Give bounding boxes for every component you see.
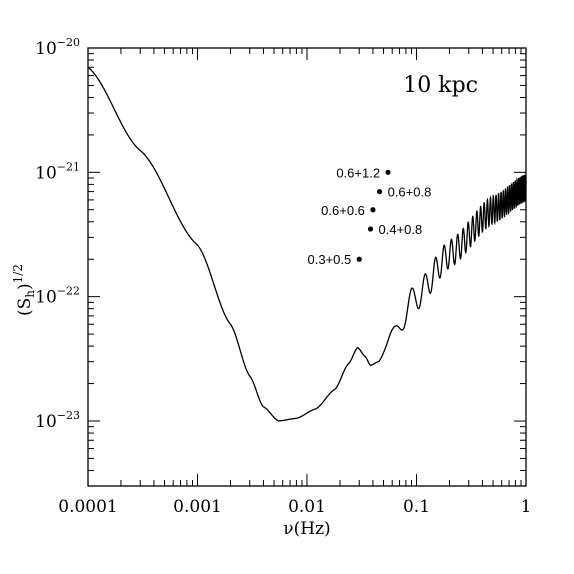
y-tick-label: 10−22 bbox=[35, 285, 80, 308]
data-point-label: 0.4+0.8 bbox=[378, 222, 422, 237]
y-axis-title: (Sh)1/2 bbox=[11, 264, 37, 316]
y-axis-title-base: (S bbox=[15, 298, 35, 316]
data-point bbox=[367, 226, 374, 232]
x-tick-label: 0.01 bbox=[288, 497, 326, 517]
y-axis-title-sup: 1/2 bbox=[11, 264, 25, 283]
data-points: 0.6+1.2 0.6+0.8 0.6+0.6 0.4+0.8 0.3+0.5 bbox=[307, 165, 431, 267]
y-tick-label: 10−23 bbox=[35, 409, 80, 432]
y-tick-labels: 10−23 10−22 10−21 10−20 bbox=[35, 36, 80, 432]
sensitivity-curve bbox=[87, 66, 527, 422]
x-tick-label: 1 bbox=[521, 497, 532, 517]
x-tick-label: 0.1 bbox=[403, 497, 430, 517]
y-tick-label: 10−20 bbox=[35, 36, 80, 59]
data-point-label: 0.6+1.2 bbox=[336, 165, 380, 180]
y-axis-title-close: ) bbox=[15, 283, 35, 290]
x-tick-labels: 0.0001 0.001 0.01 0.1 1 bbox=[58, 497, 531, 517]
x-axis-title-text: ν(Hz) bbox=[283, 519, 330, 539]
y-axis-title-sub: h bbox=[23, 290, 37, 298]
data-point bbox=[370, 207, 376, 213]
data-point-label: 0.6+0.8 bbox=[388, 185, 432, 200]
y-tick-label: 10−21 bbox=[35, 160, 80, 183]
data-point bbox=[376, 188, 383, 195]
data-point-label: 0.6+0.6 bbox=[321, 203, 365, 218]
x-tick-label: 0.001 bbox=[173, 497, 222, 517]
data-point bbox=[356, 256, 362, 262]
x-tick-label: 0.0001 bbox=[58, 497, 117, 517]
x-axis-title: ν(Hz) bbox=[283, 519, 330, 539]
data-point-label: 0.3+0.5 bbox=[307, 252, 351, 267]
annotation-10kpc: 10 kpc bbox=[403, 73, 478, 98]
data-point bbox=[385, 169, 391, 175]
